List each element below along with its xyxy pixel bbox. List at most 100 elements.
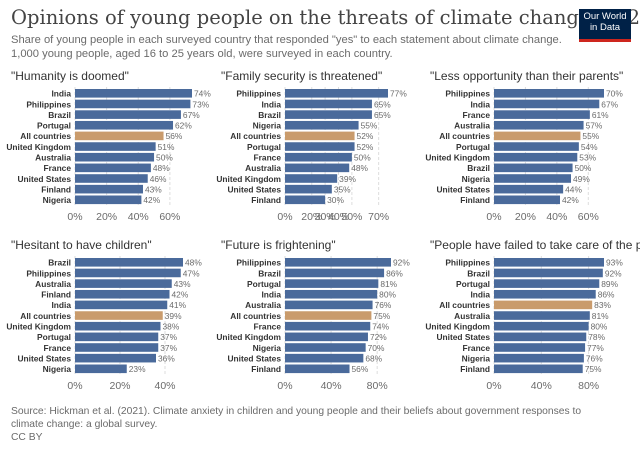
category-label: Nigeria <box>43 195 72 205</box>
category-label: Philippines <box>26 99 71 109</box>
bar <box>285 184 332 194</box>
bar <box>75 279 172 288</box>
category-label: Portugal <box>37 121 71 131</box>
bar <box>494 364 583 374</box>
value-label: 41% <box>169 300 186 310</box>
owid-logo[interactable]: Our World in Data <box>579 9 631 42</box>
bar <box>285 163 350 173</box>
bar <box>494 353 584 363</box>
value-label: 35% <box>334 184 351 194</box>
value-label: 65% <box>374 99 391 109</box>
panel-title: "Less opportunity than their parents" <box>430 69 623 83</box>
category-label: France <box>463 343 491 353</box>
x-tick-label: 20% <box>109 380 130 392</box>
x-tick-label: 0% <box>486 380 501 392</box>
category-label: United States <box>436 332 490 342</box>
value-label: 81% <box>592 311 609 321</box>
bar <box>75 258 183 267</box>
value-label: 51% <box>158 142 175 152</box>
bar <box>494 99 600 109</box>
subtitle-line-2: 1,000 young people, aged 16 to 25 years … <box>11 48 393 60</box>
value-label: 67% <box>601 99 618 109</box>
value-label: 23% <box>129 364 146 374</box>
value-label: 54% <box>581 142 598 152</box>
value-label: 47% <box>183 268 200 278</box>
value-label: 74% <box>372 322 389 332</box>
x-tick-label: 40% <box>128 211 149 223</box>
category-label: Brazil <box>48 110 71 120</box>
value-label: 61% <box>592 110 609 120</box>
x-tick-label: 0% <box>277 211 292 223</box>
category-label: India <box>470 99 490 109</box>
category-label: Finland <box>41 290 71 300</box>
category-label: Portugal <box>247 279 281 289</box>
value-label: 43% <box>145 184 162 194</box>
panel-title: "Hesitant to have children" <box>11 238 152 252</box>
bar <box>75 99 191 109</box>
value-label: 48% <box>351 163 368 173</box>
bar <box>285 110 372 119</box>
category-label: India <box>261 290 281 300</box>
chart-title: Opinions of young people on the threats … <box>11 6 640 29</box>
value-label: 50% <box>156 153 173 163</box>
bar <box>285 300 373 310</box>
value-label: 30% <box>327 195 344 205</box>
bar <box>285 279 379 288</box>
panel-title: "People have failed to take care of the … <box>430 238 640 252</box>
category-label: Australia <box>454 121 490 131</box>
license-note: CC BY <box>11 432 43 443</box>
category-label: All countries <box>439 300 490 310</box>
value-label: 50% <box>575 163 592 173</box>
bar <box>494 268 603 278</box>
bar <box>75 289 170 299</box>
x-tick-label: 70% <box>368 211 389 223</box>
panel-title: "Humanity is doomed" <box>11 69 129 83</box>
bar <box>285 321 371 331</box>
x-tick-label: 40% <box>531 380 552 392</box>
bar <box>75 89 192 98</box>
x-tick-label: 40% <box>321 380 342 392</box>
value-label: 42% <box>172 290 189 300</box>
value-label: 76% <box>586 353 603 363</box>
bar <box>494 142 579 151</box>
value-label: 76% <box>375 300 392 310</box>
value-label: 83% <box>594 300 611 310</box>
category-label: All countries <box>20 311 71 321</box>
value-label: 48% <box>153 163 170 173</box>
category-label: Finland <box>460 364 490 374</box>
bar <box>285 364 350 374</box>
bar <box>75 300 168 310</box>
bar <box>75 120 174 130</box>
value-label: 37% <box>160 343 177 353</box>
bar <box>75 343 159 352</box>
value-label: 80% <box>379 290 396 300</box>
value-label: 72% <box>370 332 387 342</box>
value-label: 70% <box>368 343 385 353</box>
value-label: 70% <box>606 89 623 99</box>
category-label: India <box>261 99 281 109</box>
logo-line-2: in Data <box>589 22 621 33</box>
panel-title: "Future is frightening" <box>221 238 336 252</box>
category-label: United Kingdom <box>425 322 490 332</box>
bar <box>75 110 181 119</box>
category-label: France <box>463 110 491 120</box>
value-label: 93% <box>606 258 623 268</box>
value-label: 42% <box>562 195 579 205</box>
category-label: United States <box>227 353 281 363</box>
category-label: Australia <box>35 279 71 289</box>
category-label: Brazil <box>258 268 281 278</box>
category-label: Nigeria <box>462 353 491 363</box>
category-label: Philippines <box>445 258 490 268</box>
bar <box>494 279 600 288</box>
bar <box>494 343 586 352</box>
category-label: India <box>51 300 71 310</box>
bar <box>75 268 181 278</box>
bar <box>285 120 359 130</box>
category-label: United Kingdom <box>425 153 490 163</box>
value-label: 37% <box>160 332 177 342</box>
x-tick-label: 40% <box>546 211 567 223</box>
value-label: 38% <box>163 322 180 332</box>
bar <box>494 321 589 331</box>
category-label: United Kingdom <box>216 174 281 184</box>
category-label: France <box>44 163 72 173</box>
